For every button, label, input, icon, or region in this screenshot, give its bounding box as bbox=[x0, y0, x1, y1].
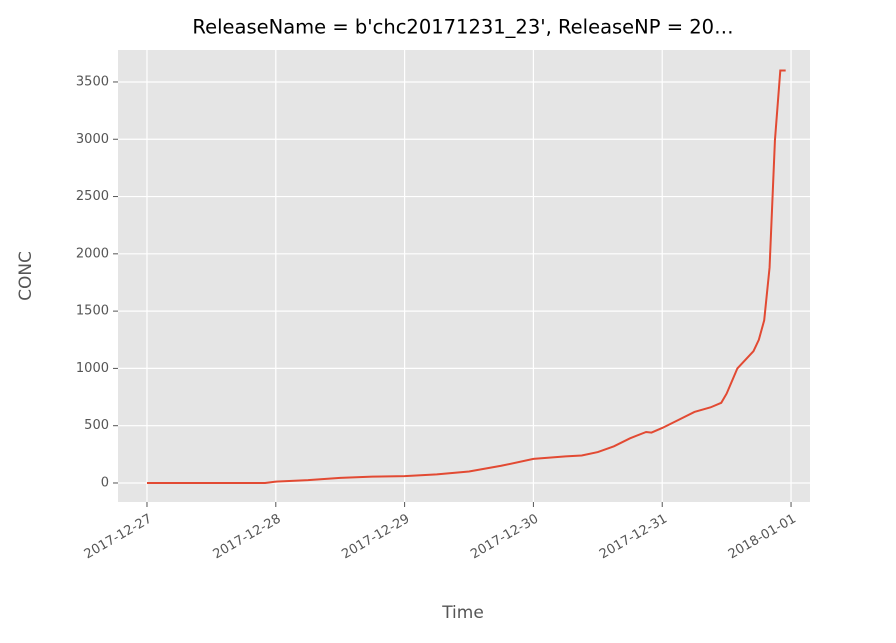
y-tick-label: 3500 bbox=[76, 74, 109, 89]
y-tick-label: 1500 bbox=[76, 304, 109, 319]
y-tick-label: 2500 bbox=[76, 189, 109, 204]
y-tick-label: 0 bbox=[101, 475, 109, 490]
y-tick-label: 500 bbox=[84, 418, 109, 433]
x-tick-label: 2017-12-31 bbox=[597, 512, 670, 563]
plot-background bbox=[118, 50, 810, 502]
y-tick-label: 1000 bbox=[76, 361, 109, 376]
x-tick-label: 2017-12-28 bbox=[211, 512, 284, 563]
x-axis-label: Time bbox=[441, 603, 484, 623]
data-line bbox=[146, 69, 786, 484]
y-tick-label: 2000 bbox=[76, 246, 109, 261]
chart-title: ReleaseName = b'chc20171231_23', Release… bbox=[192, 16, 733, 39]
x-tick-label: 2017-12-27 bbox=[82, 512, 155, 563]
x-tick-label: 2017-12-29 bbox=[339, 512, 412, 563]
y-tick-label: 3000 bbox=[76, 132, 109, 147]
y-axis-label: CONC bbox=[16, 251, 36, 301]
x-tick-label: 2018-01-01 bbox=[726, 512, 799, 563]
x-tick-label: 2017-12-30 bbox=[468, 512, 541, 563]
